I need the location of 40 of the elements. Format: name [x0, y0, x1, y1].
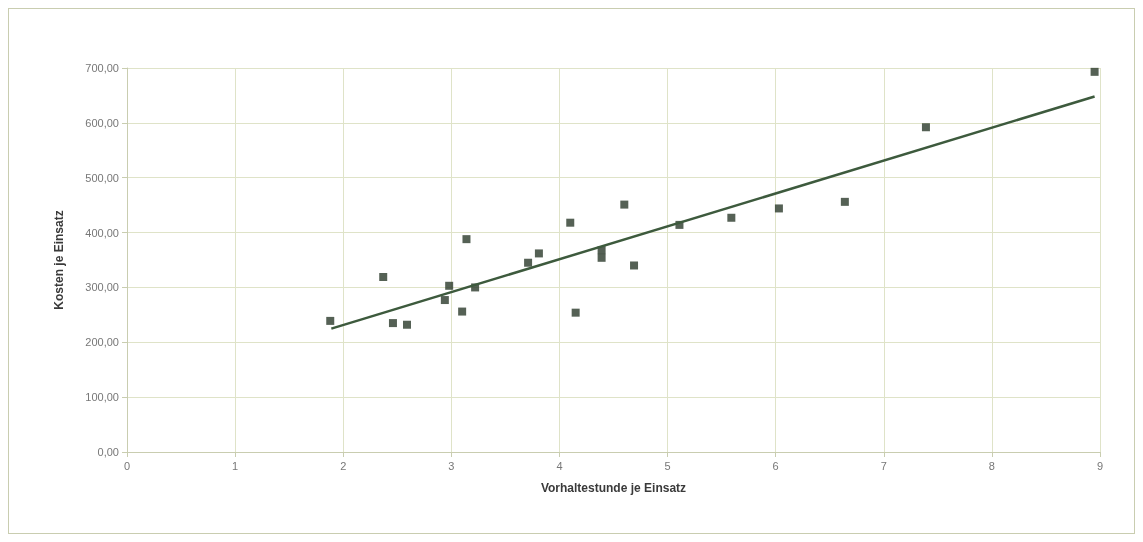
y-tick-label: 500,00 [85, 171, 119, 184]
point [524, 258, 533, 267]
y-tick-label: 200,00 [85, 336, 119, 349]
point [403, 320, 412, 329]
point [379, 273, 388, 282]
x-tick-label: 9 [1096, 459, 1104, 472]
point [534, 249, 543, 258]
point [571, 308, 580, 317]
point [458, 307, 467, 316]
x-tick-label: 3 [448, 459, 455, 472]
point [566, 218, 575, 227]
point [921, 123, 930, 132]
y-tick-label: 600,00 [85, 116, 119, 129]
y-tick-label: 100,00 [85, 391, 119, 404]
point [840, 197, 849, 206]
x-tick-label: 6 [772, 459, 779, 472]
point [388, 319, 397, 328]
point [630, 261, 639, 270]
x-tick-label: 7 [880, 459, 887, 472]
y-tick-label: 700,00 [85, 62, 119, 74]
x-tick-label: 0 [123, 459, 131, 472]
point [620, 200, 629, 209]
point [727, 213, 736, 222]
point [597, 253, 606, 262]
x-axis-title: Vorhaltestunde je Einsatz [540, 481, 687, 495]
y-axis-title: Kosten je Einsatz [52, 210, 66, 310]
point [1090, 67, 1099, 76]
y-tick-label: 400,00 [85, 226, 119, 239]
y-tick-label: 0,00 [97, 446, 119, 458]
point [440, 296, 449, 305]
x-tick-label: 8 [988, 459, 995, 472]
x-tick-label: 2 [340, 459, 347, 472]
x-tick-label: 1 [232, 459, 239, 472]
point [462, 235, 471, 244]
point [445, 281, 454, 290]
y-tick-label: 300,00 [85, 281, 119, 294]
x-tick-label: 5 [664, 459, 671, 472]
x-tick-label: 4 [556, 459, 563, 472]
point [774, 204, 783, 213]
point [326, 316, 335, 325]
